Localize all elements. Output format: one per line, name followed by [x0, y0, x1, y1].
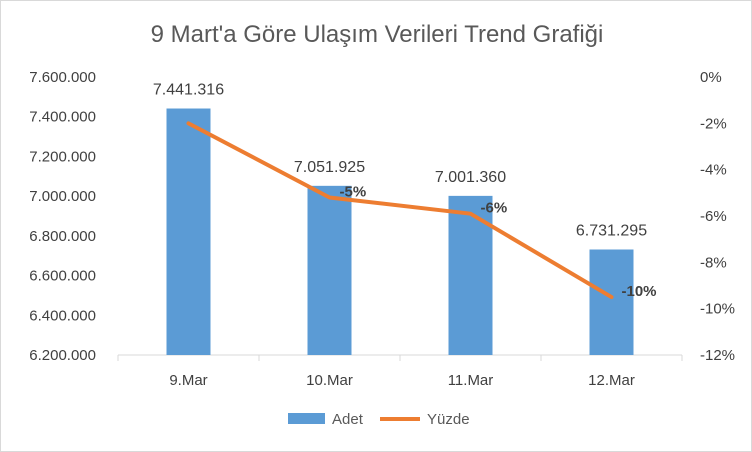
legend-label: Adet	[332, 411, 364, 428]
bar-data-label: 6.731.295	[576, 223, 647, 240]
bar	[166, 108, 211, 356]
y-right-tick-label: -8%	[700, 254, 727, 271]
bar	[589, 249, 634, 355]
y-left-tick-label: 7.400.000	[29, 109, 96, 126]
line-data-label: -5%	[340, 183, 367, 200]
bar-data-label: 7.001.360	[435, 169, 506, 186]
y-right-tick-label: -10%	[700, 301, 735, 318]
x-tick-label: 10.Mar	[306, 372, 353, 389]
bar	[448, 195, 493, 355]
y-right-tick-label: 0%	[700, 69, 722, 86]
y-left-tick-label: 6.800.000	[29, 228, 96, 245]
bar-data-label: 7.441.316	[153, 82, 224, 99]
series-line	[186, 121, 614, 300]
legend-label: Yüzde	[427, 411, 470, 428]
bar-data-label: 7.051.925	[294, 159, 365, 176]
line-data-label: -10%	[622, 283, 657, 300]
legend-swatch-bar	[288, 413, 325, 424]
y-right-tick-label: -2%	[700, 115, 727, 132]
y-left-tick-label: 7.600.000	[29, 69, 96, 86]
bar	[307, 185, 352, 355]
line-data-label: -6%	[481, 200, 508, 217]
y-left-tick-label: 6.200.000	[29, 347, 96, 364]
x-tick-label: 11.Mar	[448, 372, 494, 389]
y-left-tick-label: 7.000.000	[29, 188, 96, 205]
y-right-tick-label: -12%	[700, 347, 735, 364]
x-tick-label: 9.Mar	[169, 372, 207, 389]
y-right-tick-label: -4%	[700, 162, 727, 179]
chart-title: 9 Mart'a Göre Ulaşım Verileri Trend Graf…	[150, 21, 604, 48]
y-right-tick-label: -6%	[700, 208, 727, 225]
y-left-tick-label: 6.400.000	[29, 307, 96, 324]
x-tick-label: 12.Mar	[588, 372, 635, 389]
y-left-tick-label: 7.200.000	[29, 148, 96, 165]
y-left-tick-label: 6.600.000	[29, 268, 96, 285]
